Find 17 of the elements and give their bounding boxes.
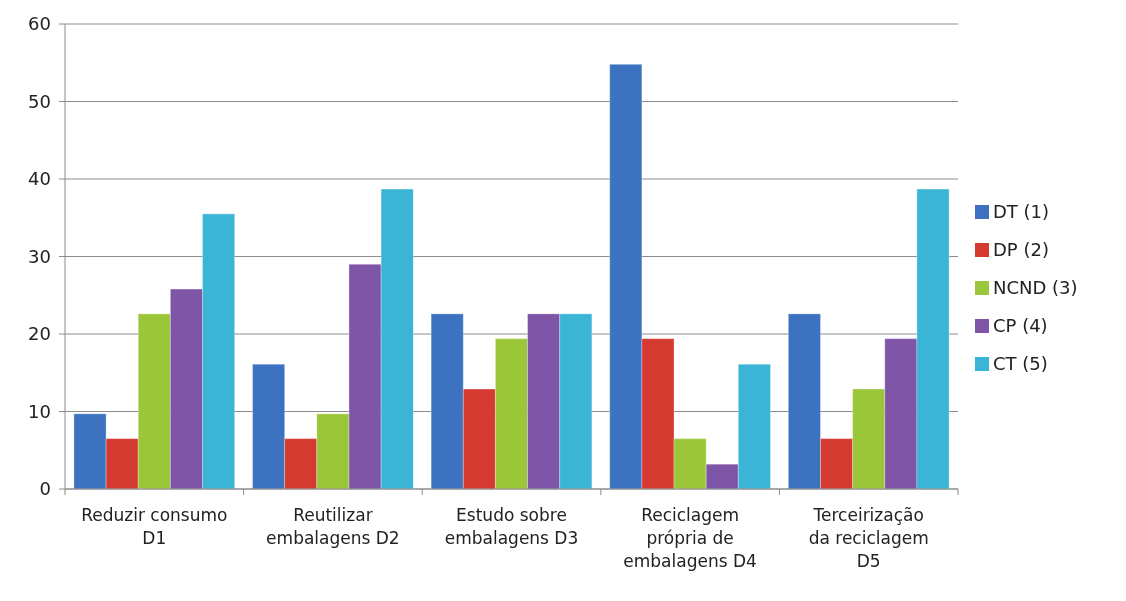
- y-tick-label: 40: [28, 168, 51, 190]
- y-tick-label: 20: [28, 323, 51, 345]
- legend-label: CT (5): [993, 353, 1048, 375]
- x-tick-label: Reutilizar embalagens D2: [266, 505, 400, 548]
- y-tick-label: 30: [28, 245, 51, 267]
- y-tick-label: 0: [39, 478, 51, 500]
- x-tick-label: Reduzir consumo D1: [81, 505, 228, 548]
- y-tick-label: 10: [28, 400, 51, 422]
- legend-label: NCND (3): [993, 277, 1078, 299]
- legend-label: DP (2): [993, 239, 1049, 261]
- y-tick-label: 50: [28, 90, 51, 112]
- y-tick-label: 60: [28, 13, 51, 35]
- legend-label: CP (4): [993, 315, 1048, 337]
- x-tick-label: Estudo sobre embalagens D3: [444, 505, 579, 548]
- x-tick-label: Reciclagem própria de embalagens D4: [623, 505, 757, 571]
- legend-label: DT (1): [993, 201, 1050, 223]
- x-tick-label: Terceirização da reciclagem D5: [808, 505, 929, 571]
